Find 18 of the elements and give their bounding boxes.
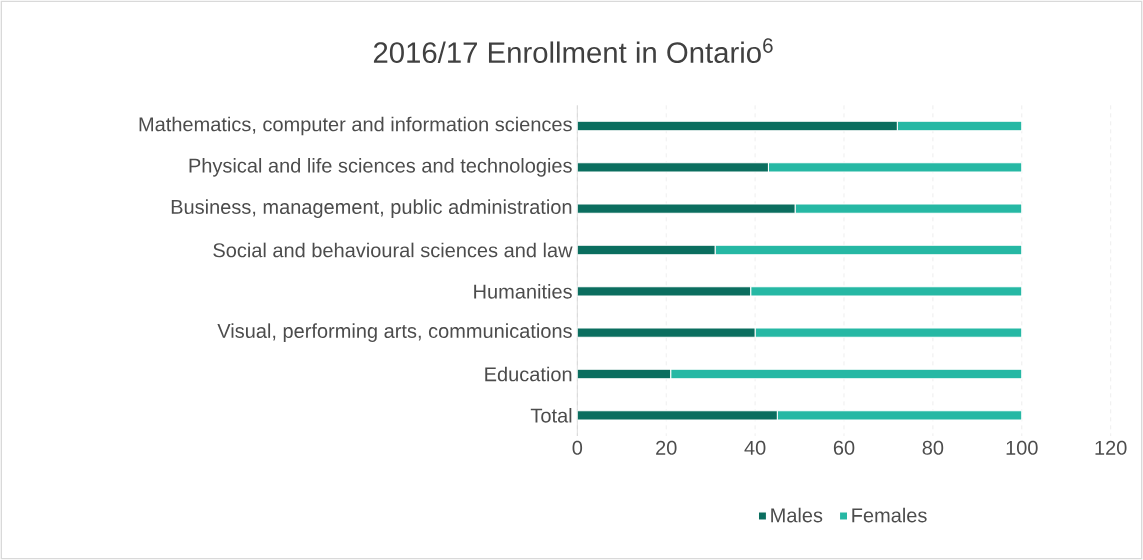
y-tick-label: Physical and life sciences and technologies [189, 158, 572, 177]
x-tick-label: 120 [1095, 440, 1127, 455]
x-tick-label: 80 [922, 440, 944, 455]
y-tick-label: Humanities [474, 283, 572, 299]
legend-label: Females [852, 507, 927, 523]
x-tick-label: 60 [833, 440, 855, 455]
x-tick-label: 100 [1006, 440, 1038, 455]
legend-label: Males [771, 507, 823, 523]
x-tick-label: 20 [656, 440, 677, 455]
y-tick-label: Business, management, public administration [171, 199, 572, 218]
y-tick-label: Social and behavioural sciences and law [213, 242, 573, 258]
y-tick-label: Total [530, 407, 572, 423]
x-tick-label: 40 [744, 440, 766, 455]
y-tick-label: Mathematics, computer and information sciences [139, 116, 572, 136]
chart-title: 2016/17 Enrollment in Ontario$^{6}$ [373, 38, 773, 63]
x-tick-label: 0 [572, 440, 583, 455]
y-tick-label: Education [485, 366, 572, 382]
y-tick-label: Visual, performing arts, communications [217, 323, 572, 342]
